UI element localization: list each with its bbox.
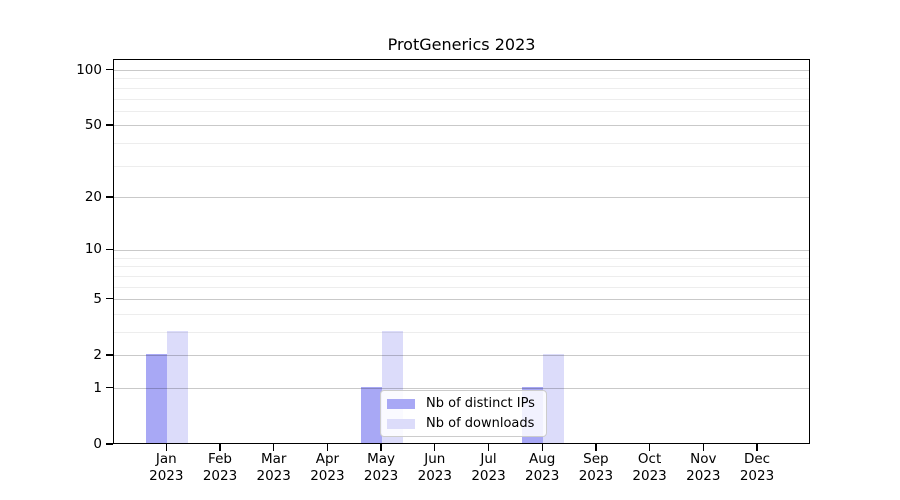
x-tick-label-line: May	[367, 451, 396, 467]
x-tick-label-line: Oct	[637, 451, 662, 467]
x-tick-label-line: 2023	[739, 468, 775, 484]
x-tick-label: May 2023	[349, 451, 413, 485]
y-tick-label: 100	[76, 61, 102, 78]
bar-downloads-jan	[167, 330, 189, 443]
chart-title: ProtGenerics 2023	[387, 35, 536, 54]
y-tick-label: 5	[93, 290, 102, 307]
legend-swatch-downloads	[387, 418, 415, 429]
gridline-major	[114, 388, 809, 390]
x-tick-label-line: 2023	[310, 468, 345, 484]
y-tick	[106, 387, 113, 389]
x-tick-label-line: Sep	[583, 451, 609, 467]
gridline-minor	[114, 98, 809, 100]
gridline-major	[114, 197, 809, 199]
gridline-major	[114, 355, 809, 357]
gridline-major	[114, 299, 809, 301]
bar-downloads-aug	[543, 353, 565, 443]
gridline-major	[114, 70, 809, 72]
x-tick-label-line: 2023	[471, 468, 506, 484]
plot-area	[113, 59, 810, 444]
x-tick-label-line: Feb	[208, 451, 232, 467]
x-tick	[380, 444, 382, 451]
y-tick-label: 50	[84, 116, 102, 133]
x-tick-label-line: Jun	[424, 451, 446, 467]
x-tick	[273, 444, 275, 451]
x-tick-label-line: 2023	[525, 468, 560, 484]
x-tick-label: Aug 2023	[510, 451, 574, 485]
gridline-minor	[114, 266, 809, 268]
x-tick	[219, 444, 221, 451]
gridline-minor	[114, 313, 809, 315]
x-tick-label-line: Mar	[260, 451, 287, 467]
gridline-major	[114, 125, 809, 127]
x-tick-label: Jan 2023	[134, 451, 198, 485]
y-tick	[106, 196, 113, 198]
bar-distinct-ips-may	[360, 386, 382, 443]
legend-label-downloads: Nb of downloads	[426, 416, 535, 431]
gridline-minor	[114, 87, 809, 89]
y-tick-label: 0	[93, 436, 102, 452]
y-tick	[106, 443, 113, 445]
x-tick-label: Dec 2023	[725, 451, 789, 485]
grid-layer	[114, 60, 809, 443]
x-tick-label-line: Jan	[155, 451, 177, 467]
legend-swatch-distinct-ips	[387, 398, 415, 409]
x-tick-label-line: Apr	[315, 451, 340, 467]
gridline-major	[114, 249, 809, 251]
gridline-minor	[114, 143, 809, 145]
legend-label-distinct-ips: Nb of distinct IPs	[426, 396, 535, 411]
x-tick-label: Mar 2023	[242, 451, 306, 485]
x-tick-label-line: Aug	[529, 451, 556, 467]
x-tick-label-line: 2023	[686, 468, 721, 484]
y-tick	[106, 297, 113, 300]
x-tick-label-line: Nov	[690, 451, 717, 467]
bar-distinct-ips-jan	[145, 353, 167, 443]
x-tick	[165, 444, 167, 451]
y-tick-label: 2	[93, 346, 102, 363]
gridline-minor	[114, 78, 809, 80]
x-tick	[702, 444, 704, 451]
y-tick-label: 1	[93, 379, 102, 396]
gridline-minor	[114, 257, 809, 259]
gridline-minor	[114, 110, 809, 112]
x-tick-label: Nov 2023	[671, 451, 735, 485]
x-tick-label-line: 2023	[417, 468, 452, 484]
x-tick-label-line: Dec	[743, 451, 771, 467]
x-tick-label-line: 2023	[202, 468, 238, 484]
x-tick-label-line: 2023	[578, 468, 614, 484]
legend: Nb of distinct IPs Nb of downloads	[380, 390, 547, 437]
x-tick-label: Apr 2023	[295, 451, 359, 485]
x-tick	[487, 444, 490, 451]
gridline-minor	[114, 275, 809, 277]
legend-item-downloads: Nb of downloads	[387, 416, 538, 431]
x-tick-label: Feb 2023	[188, 451, 252, 485]
gridline-minor	[114, 286, 809, 288]
x-tick-label: Jul 2023	[457, 451, 521, 485]
x-tick-label: Jun 2023	[403, 451, 467, 485]
x-tick-label-line: Jul	[480, 451, 497, 467]
x-tick-label-line: 2023	[149, 468, 184, 484]
y-tick-label: 10	[84, 241, 102, 258]
gridline-minor	[114, 332, 809, 334]
y-tick-label: 20	[84, 188, 102, 205]
x-tick	[595, 444, 597, 451]
x-tick	[434, 444, 436, 451]
legend-item-distinct-ips: Nb of distinct IPs	[387, 396, 538, 411]
x-tick	[756, 444, 758, 451]
y-tick	[106, 354, 113, 356]
gridline-minor	[114, 165, 809, 167]
x-tick-label: Oct 2023	[618, 451, 682, 485]
x-tick	[648, 444, 651, 451]
y-tick	[106, 124, 113, 126]
x-tick-label-line: 2023	[363, 468, 399, 484]
x-tick-label: Sep 2023	[564, 451, 628, 485]
x-tick-label-line: 2023	[632, 468, 667, 484]
x-tick-label-line: 2023	[256, 468, 291, 484]
y-tick	[106, 68, 113, 71]
y-tick	[106, 248, 113, 251]
x-tick	[541, 444, 543, 451]
x-tick	[326, 444, 329, 451]
